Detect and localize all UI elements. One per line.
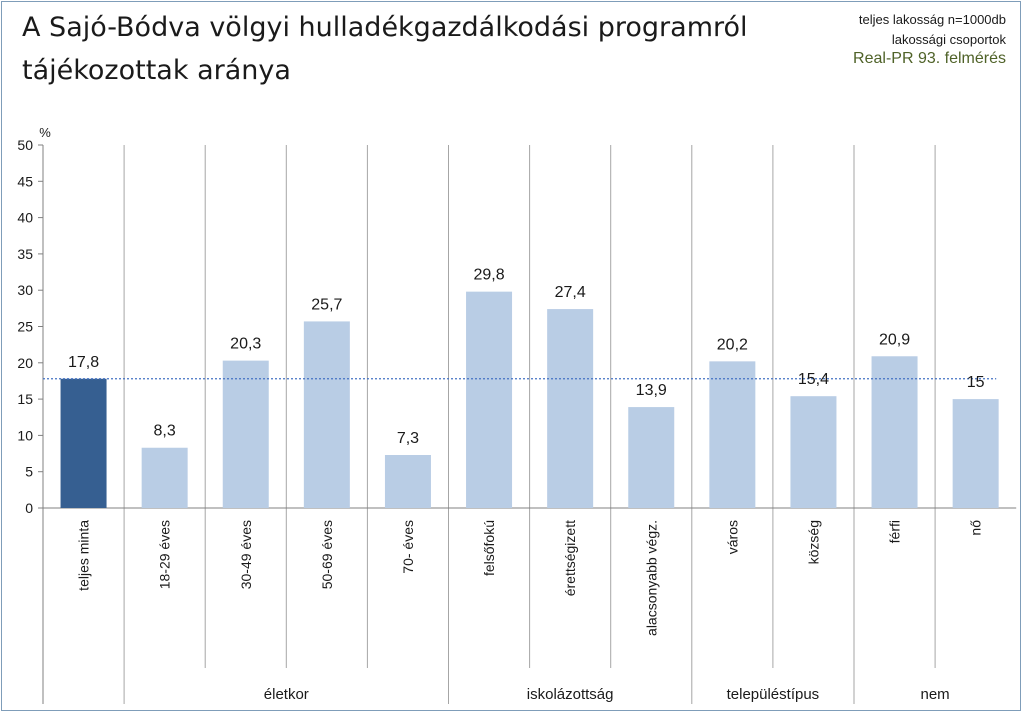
category-label: nő <box>968 520 984 536</box>
y-tick-label: 50 <box>17 137 33 153</box>
source-note: Real-PR 93. felmérés <box>853 50 1006 67</box>
groups-note: lakossági csoportok <box>891 32 1006 47</box>
category-label: érettségizett <box>562 520 578 596</box>
y-tick-label: 25 <box>17 319 33 335</box>
bar <box>790 396 837 508</box>
category-label: város <box>724 520 740 554</box>
y-tick-label: 45 <box>17 173 33 189</box>
data-label: 7,3 <box>397 430 419 447</box>
group-label: nem <box>921 686 950 703</box>
data-label: 20,2 <box>717 336 748 353</box>
group-label: életkor <box>264 686 309 703</box>
bar <box>141 447 188 508</box>
bar <box>466 291 513 508</box>
group-label: iskolázottság <box>527 686 614 703</box>
y-tick-label: 40 <box>17 210 33 226</box>
category-label: férfi <box>887 520 903 543</box>
data-label: 29,8 <box>473 267 504 284</box>
y-tick-label: 5 <box>25 464 33 480</box>
bar <box>871 356 918 508</box>
y-tick-label: 30 <box>17 282 33 298</box>
bar <box>384 455 431 508</box>
bar <box>222 360 269 508</box>
category-label: felsőfokú <box>481 520 497 576</box>
y-tick-label: 0 <box>25 500 33 516</box>
category-label: alacsonyabb végz. <box>643 520 659 636</box>
y-tick-label: 15 <box>17 391 33 407</box>
bar <box>303 321 350 508</box>
data-label: 8,3 <box>154 423 176 440</box>
data-label: 13,9 <box>636 382 667 399</box>
chart-title-line-1: A Sajó-Bódva völgyi hulladékgazdálkodási… <box>22 12 748 43</box>
bar <box>628 407 675 508</box>
bar <box>952 399 999 508</box>
data-label: 27,4 <box>555 284 586 301</box>
category-label: 50-69 éves <box>319 520 335 589</box>
data-label: 20,9 <box>879 331 910 348</box>
group-label: településtípus <box>727 686 820 703</box>
category-label: teljes minta <box>76 520 92 591</box>
y-tick-label: 20 <box>17 355 33 371</box>
data-label: 17,8 <box>68 354 99 371</box>
category-label: 18-29 éves <box>157 520 173 589</box>
bar <box>60 378 107 508</box>
chart-title-line-2: tájékozottak aránya <box>22 55 291 86</box>
bar <box>709 361 756 508</box>
y-tick-label: 10 <box>17 427 33 443</box>
category-label: 30-49 éves <box>238 520 254 589</box>
data-label: 15 <box>967 374 985 391</box>
category-label: község <box>805 520 821 564</box>
data-label: 20,3 <box>230 336 261 353</box>
data-label: 15,4 <box>798 371 829 388</box>
data-label: 25,7 <box>311 296 342 313</box>
category-label: 70- éves <box>400 520 416 574</box>
bar <box>547 309 594 508</box>
y-tick-label: 35 <box>17 246 33 262</box>
sample-note: teljes lakosság n=1000db <box>858 12 1006 27</box>
y-axis-label: % <box>39 125 51 140</box>
